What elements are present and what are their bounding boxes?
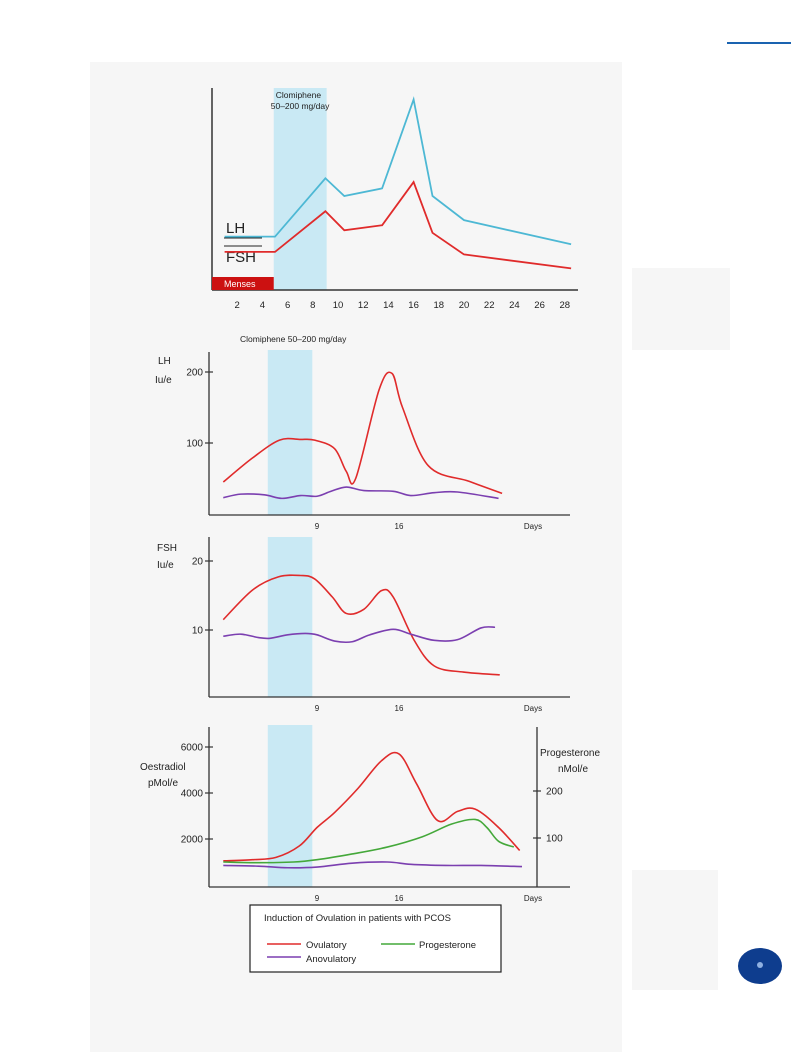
top-series-group [224,96,572,270]
right-side-panel-bottom [632,870,718,990]
fsh-axis-title-line1: FSH [157,543,177,554]
legend-label-progesterone: Progesterone [419,940,476,951]
top-fsh-label: FSH [226,249,256,266]
x-tick-label-9: 9 [315,894,320,903]
top-x-tick-4: 4 [260,300,265,311]
legend-label-ovulatory: Ovulatory [306,940,347,951]
top-x-tick-16: 16 [408,300,419,311]
fsh-series-group [222,574,500,676]
top-x-tick-18: 18 [434,300,445,311]
clomiphene-band [267,725,313,887]
oestradiol-x-ticks: 9 16 Days [315,894,542,903]
menses-label: Menses [224,279,256,289]
top-line-lh [224,96,572,246]
top-line-fsh [224,180,572,270]
top-lh-label: LH [226,220,245,237]
x-tick-label-days: Days [524,522,542,531]
fsh-x-ticks: 9 16 Days [315,704,542,713]
clomiphene-band [273,88,327,290]
y-tick-label-100: 100 [186,439,203,450]
menses-bar [212,277,274,290]
x-tick-label-9: 9 [315,704,320,713]
legend-label-anovulatory: Anovulatory [306,954,356,965]
oestradiol-axis-title-line1: Oestradiol [140,762,186,773]
top-x-tick-6: 6 [285,300,290,311]
x-tick-label-16: 16 [395,522,404,531]
series-line-anovulatory [223,861,523,869]
legend: Induction of Ovulation in patients with … [249,904,502,973]
x-tick-label-days: Days [524,894,542,903]
lh-y-ticks: 200 100 [186,368,213,450]
series-line-ovulatory [222,574,500,676]
top-x-tick-20: 20 [459,300,470,311]
top-x-tick-10: 10 [333,300,344,311]
progesterone-axis-title-line2: nMol/e [558,764,588,775]
legend-title: Induction of Ovulation in patients with … [264,913,451,924]
fsh-axis-title-line2: Iu/e [157,560,174,571]
lh-x-ticks: 9 16 Days [315,522,542,531]
lh-series-group [222,371,503,500]
series-line-ovulatory [223,751,521,862]
clomiphene-band-label-line2: 50–200 mg/day [271,101,330,111]
clomiphene-band [267,537,313,697]
publisher-logo-badge [738,948,782,984]
y-tick-label-10: 10 [192,626,204,637]
oestradiol-axis-title-line2: pMol/e [148,778,178,789]
right-side-panel-top [632,268,730,350]
y-tick-label-200: 200 [186,368,203,379]
series-line-anovulatory [223,626,496,644]
top-x-tick-22: 22 [484,300,495,311]
top-x-tick-28: 28 [560,300,571,311]
progesterone-axis-title-line1: Progesterone [540,748,600,759]
lh-axis-title-line1: LH [158,356,171,367]
y-tick-label-4000: 4000 [181,789,204,800]
x-tick-label-16: 16 [395,894,404,903]
header-rule [727,42,791,44]
lh-axis-title-line2: Iu/e [155,375,172,386]
y-tick-label-20: 20 [192,557,204,568]
y-tick-label-6000: 6000 [181,743,204,754]
x-tick-label-days: Days [524,704,542,713]
top-x-tick-8: 8 [310,300,315,311]
clomiphene-dose-label: Clomiphene 50–200 mg/day [240,334,347,344]
top-x-tick-12: 12 [358,300,369,311]
x-tick-label-9: 9 [315,522,320,531]
series-line-ovulatory [222,371,503,495]
top-chart: Clomiphene 50–200 mg/day Menses 2 4 6 8 10 12… [211,88,578,311]
right-y-tick-label-200: 200 [546,787,563,798]
right-y-tick-label-100: 100 [546,834,563,845]
top-x-tick-26: 26 [534,300,545,311]
top-x-tick-14: 14 [383,300,394,311]
clomiphene-band-label-line1: Clomiphene [276,90,322,100]
x-tick-label-16: 16 [395,704,404,713]
legend-box [249,904,502,973]
clomiphene-band [267,350,313,515]
top-x-tick-24: 24 [509,300,520,311]
top-x-tick-2: 2 [235,300,240,311]
series-line-progesterone [223,818,515,864]
y-tick-label-2000: 2000 [181,835,204,846]
oestradiol-series-group [223,751,523,869]
oestradiol-panel: Oestradiol pMol/e Progesterone nMol/e 60… [140,725,600,903]
series-line-anovulatory [223,486,499,500]
progesterone-y-ticks: 200 100 [533,787,563,845]
lh-panel: Clomiphene 50–200 mg/day LH Iu/e 200100 … [155,334,570,531]
oestradiol-y-ticks: 6000 4000 2000 [181,743,213,846]
top-x-ticks: 2 4 6 8 10 12 14 16 18 20 22 24 26 28 [235,300,571,311]
